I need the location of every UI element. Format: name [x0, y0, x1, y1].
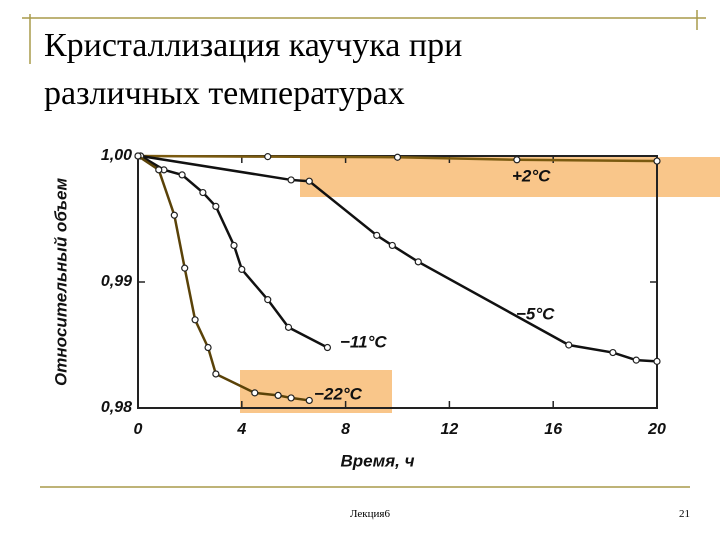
data-point: [284, 323, 293, 331]
slide-title: Кристаллизация каучука при различных тем…: [44, 27, 463, 112]
data-point: [305, 396, 313, 405]
x-tick-label: 20: [647, 421, 666, 438]
x-axis-label: Время, ч: [340, 451, 414, 470]
data-point: [178, 171, 186, 179]
data-point: [565, 341, 573, 349]
series-label: +2°C: [512, 166, 551, 185]
series-label: −11°C: [340, 332, 387, 351]
data-point: [264, 153, 272, 161]
x-tick-label: 16: [544, 421, 562, 438]
data-point: [238, 265, 246, 273]
highlight: [300, 157, 720, 197]
data-point: [305, 177, 313, 185]
data-point: [212, 202, 220, 210]
data-point: [199, 188, 207, 197]
data-point: [653, 157, 661, 165]
data-point: [155, 166, 163, 174]
x-tick-label: 12: [441, 421, 459, 438]
y-tick-label: 0,99: [101, 273, 132, 290]
series-label: −5°C: [516, 304, 555, 323]
data-point: [388, 241, 396, 250]
data-point: [513, 156, 521, 164]
footer-text: Лекция6: [350, 508, 390, 520]
data-point: [287, 176, 295, 184]
data-point: [274, 391, 282, 399]
data-point: [170, 211, 178, 219]
data-point: [251, 389, 259, 397]
data-point: [653, 357, 661, 365]
data-point: [264, 296, 272, 304]
series-line: [140, 154, 658, 363]
data-point: [632, 356, 640, 364]
data-point: [373, 231, 381, 239]
x-tick-label: 0: [134, 421, 143, 438]
x-tick-label: 8: [341, 421, 350, 438]
x-tick-label: 4: [236, 421, 246, 438]
data-point: [181, 264, 189, 272]
data-point: [609, 348, 617, 357]
data-point: [393, 153, 402, 161]
data-point: [323, 343, 332, 352]
series-line: [137, 154, 310, 402]
data-point: [414, 258, 422, 266]
data-point: [204, 343, 212, 352]
highlight: [240, 370, 392, 413]
page-number: 21: [679, 508, 690, 520]
y-axis-label: Относительный объем: [51, 178, 70, 386]
data-point: [191, 316, 199, 324]
data-point: [287, 394, 295, 402]
y-tick-label: 0,98: [101, 399, 132, 416]
series-label: −22°C: [314, 384, 363, 403]
y-tick-label: 1,00: [101, 147, 132, 164]
data-point: [212, 370, 220, 378]
data-point: [134, 152, 142, 160]
series-line: [139, 154, 329, 349]
data-point: [230, 241, 238, 250]
